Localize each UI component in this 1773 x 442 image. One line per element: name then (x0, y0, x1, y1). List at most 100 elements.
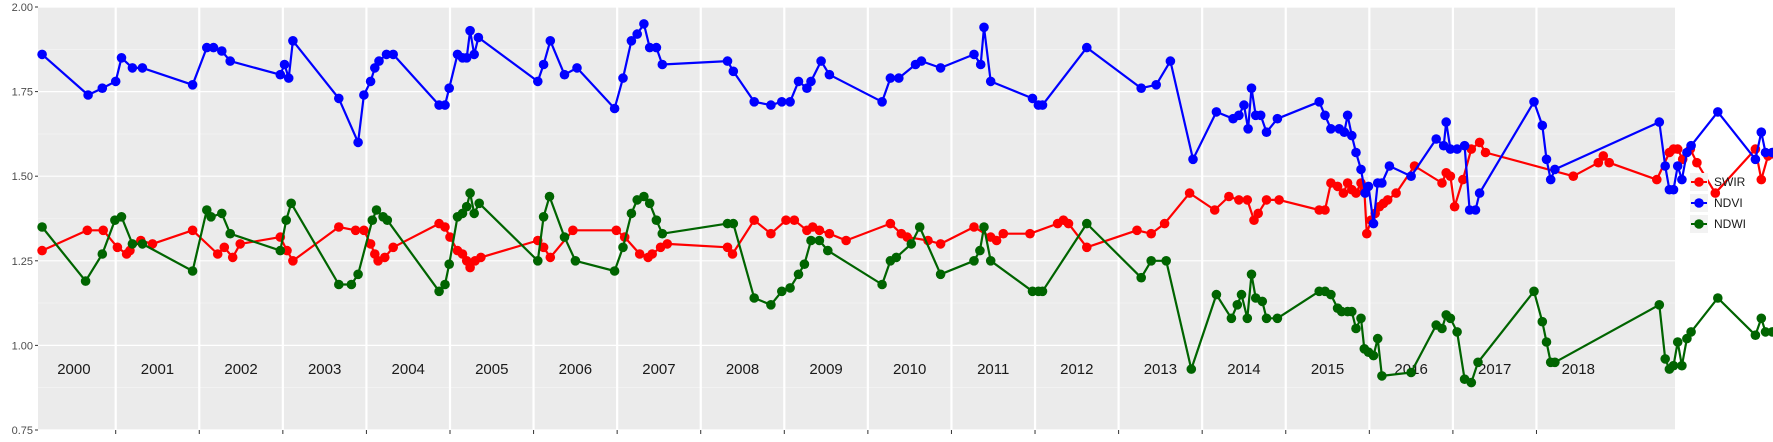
data-point-swir (634, 249, 645, 259)
data-point-ndvi (1445, 144, 1456, 154)
data-point-ndwi (444, 259, 455, 270)
data-point-ndvi (1234, 110, 1244, 121)
data-point-ndwi (371, 205, 382, 215)
legend-label: NDVI (1714, 196, 1743, 210)
data-point-swir (647, 249, 657, 259)
data-point-ndvi (1363, 181, 1374, 192)
data-point-ndvi (722, 56, 733, 66)
data-point-ndwi (1082, 218, 1092, 229)
data-point-swir (1253, 208, 1263, 219)
data-point-ndvi (935, 63, 946, 73)
data-point-ndvi (1356, 164, 1366, 175)
data-point-ndwi (1668, 360, 1679, 371)
data-point-ndvi (1750, 154, 1761, 165)
data-point-ndvi (816, 56, 826, 66)
data-point-swir (1604, 157, 1614, 168)
data-point-ndvi (639, 19, 649, 29)
data-point-swir (1159, 218, 1170, 229)
year-label: 2014 (1227, 361, 1260, 378)
data-point-ndvi (353, 137, 363, 148)
data-point-ndvi (1668, 184, 1679, 195)
data-point-ndvi (279, 59, 290, 70)
data-point-ndvi (885, 73, 896, 83)
legend-key-point (1694, 198, 1704, 208)
data-point-ndvi (545, 36, 556, 46)
data-point-swir (1063, 218, 1074, 229)
data-point-ndwi (1437, 323, 1447, 334)
data-point-ndwi (1537, 316, 1548, 327)
data-point-swir (1382, 195, 1393, 205)
data-point-ndwi (906, 239, 917, 249)
data-point-ndvi (461, 53, 472, 63)
data-point-ndvi (538, 59, 549, 70)
data-point-swir (1710, 188, 1721, 198)
data-point-swir (1652, 174, 1662, 185)
year-label: 2008 (726, 361, 759, 378)
series-layer (37, 19, 1773, 388)
data-point-ndwi (440, 279, 450, 290)
data-point-swir (1209, 205, 1220, 215)
data-point-ndvi (1760, 147, 1771, 158)
data-point-ndvi (1452, 144, 1462, 154)
data-point-swir (82, 225, 93, 236)
data-point-ndwi (1654, 300, 1665, 310)
y-tick-label: 2.00 (12, 2, 33, 14)
data-point-swir (1274, 195, 1284, 205)
data-point-swir (1332, 181, 1343, 192)
data-point-ndvi (1756, 127, 1767, 137)
data-point-ndwi (559, 232, 570, 242)
data-point-swir (611, 225, 622, 236)
data-point-ndvi (1767, 147, 1773, 158)
data-point-ndvi (1406, 171, 1416, 181)
data-point-ndwi (1372, 333, 1383, 344)
data-point-ndvi (1151, 80, 1161, 90)
year-label: 2001 (141, 361, 174, 378)
data-point-ndvi (365, 76, 376, 87)
data-point-ndvi (1713, 107, 1723, 117)
data-point-ndvi (1541, 154, 1552, 165)
data-point-ndvi (916, 56, 927, 66)
legend-key-point (1694, 219, 1704, 229)
year-label: 2005 (475, 361, 508, 378)
data-point-swir (749, 215, 759, 225)
data-point-swir (445, 232, 455, 242)
data-point-swir (219, 242, 230, 253)
data-point-swir (235, 239, 245, 249)
data-point-ndvi (632, 29, 642, 39)
data-point-ndvi (1188, 154, 1198, 165)
data-point-ndwi (1406, 367, 1416, 378)
data-point-swir (1338, 188, 1349, 198)
data-point-swir (1025, 228, 1035, 239)
data-point-ndwi (935, 269, 946, 280)
data-point-ndwi (465, 188, 475, 198)
data-point-swir (476, 252, 486, 263)
data-point-ndvi (609, 103, 620, 114)
data-point-ndvi (1537, 120, 1548, 131)
data-point-swir (465, 262, 475, 273)
data-point-ndwi (281, 215, 292, 225)
data-point-ndwi (626, 208, 637, 219)
data-point-ndwi (749, 293, 759, 303)
data-point-ndwi (657, 228, 668, 239)
data-point-ndwi (1377, 371, 1387, 381)
data-point-swir (991, 235, 1002, 246)
data-point-ndwi (1211, 289, 1222, 300)
data-point-swir (727, 249, 738, 259)
data-point-ndvi (1239, 100, 1249, 110)
data-point-ndvi (626, 36, 637, 46)
y-axis: 0.75 1.00 1.25 1.50 1.75 2.00 (12, 2, 38, 437)
data-point-swir (885, 218, 896, 229)
data-point-ndvi (473, 32, 484, 43)
data-point-ndwi (891, 252, 902, 263)
data-point-ndvi (618, 73, 628, 83)
data-point-ndvi (1261, 127, 1272, 137)
data-point-ndwi (1347, 306, 1357, 317)
data-point-ndwi (609, 266, 620, 276)
data-point-ndwi (37, 222, 47, 232)
data-point-ndvi (208, 42, 219, 53)
year-label: 2006 (559, 361, 592, 378)
data-point-ndwi (1760, 327, 1771, 337)
data-point-ndwi (1226, 313, 1237, 324)
data-point-ndvi (1654, 117, 1665, 127)
data-point-swir (1672, 144, 1683, 154)
